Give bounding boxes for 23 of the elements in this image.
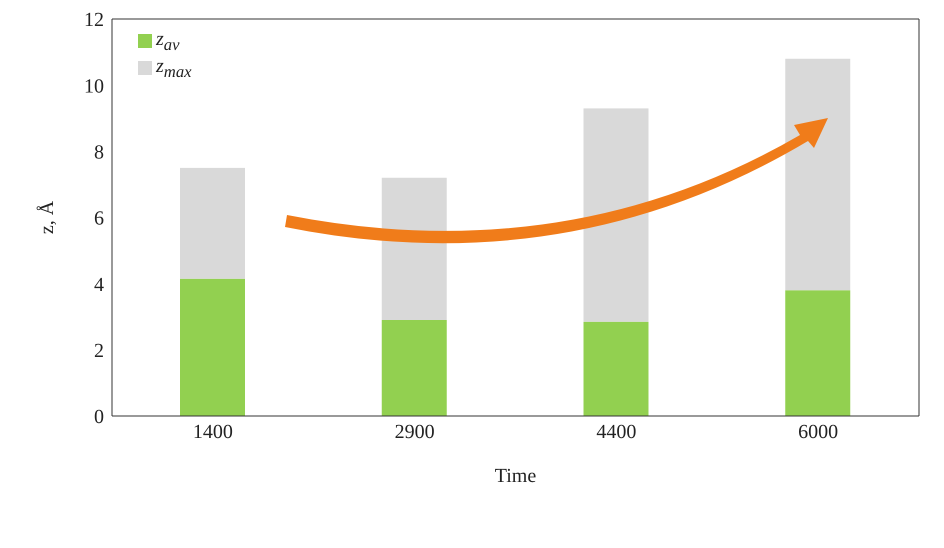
bar — [785, 58, 850, 290]
y-tick-label: 10 — [84, 75, 104, 98]
y-tick-label: 6 — [94, 208, 104, 230]
x-tick-label: 6000 — [798, 421, 838, 444]
bar — [382, 320, 447, 416]
bar — [382, 178, 447, 320]
bar — [785, 290, 850, 416]
bar — [584, 322, 648, 416]
x-axis-title: Time — [494, 465, 536, 487]
x-tick-label: 4400 — [596, 421, 636, 444]
y-tick-label: 8 — [94, 141, 104, 164]
y-tick-label: 0 — [94, 406, 104, 428]
y-tick-label: 4 — [94, 274, 104, 296]
y-tick-label: 12 — [84, 9, 104, 32]
y-tick-label: 2 — [94, 340, 104, 362]
x-tick-label: 2900 — [394, 421, 435, 444]
legend-label: z$_{av}$ — [156, 28, 180, 54]
legend-label: z$_{max}$ — [156, 55, 192, 81]
bar — [180, 168, 245, 279]
y-axis-title: z, Å — [36, 200, 58, 234]
bar — [584, 108, 648, 322]
x-tick-label: 1400 — [192, 421, 233, 444]
bar — [180, 278, 245, 416]
